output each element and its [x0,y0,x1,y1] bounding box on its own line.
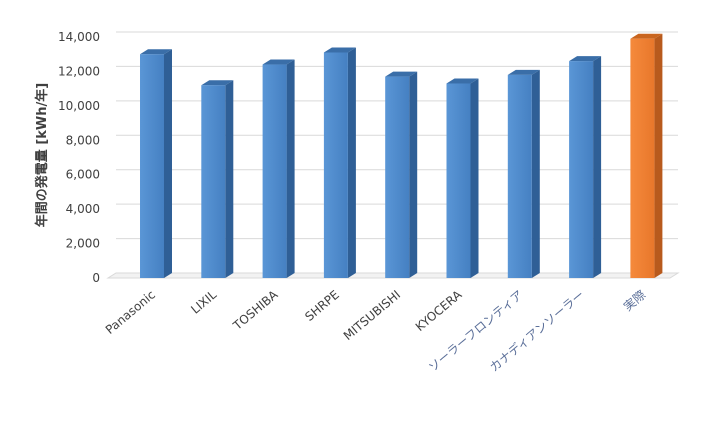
bar-top [262,59,295,65]
x-tick-label: TOSHIBA [230,287,281,333]
y-tick-label: 2,000 [66,237,100,251]
bar-top [507,69,540,75]
bar-side [593,56,602,278]
bar-top [140,49,172,55]
y-tick-label: 10,000 [58,99,100,113]
bar-top [446,78,479,84]
bar-side [531,69,540,278]
x-tick-label: LIXIL [188,287,219,316]
y-tick-label: 0 [92,271,100,285]
x-tick-label: MITSUBISHI [341,288,403,343]
bar-side [347,47,356,278]
x-tick-label: SHRPE [302,288,341,324]
bar-side [470,78,479,278]
bar-front [507,74,532,278]
bar-top [569,56,602,62]
bar-front [262,64,287,279]
y-tick-label: 8,000 [66,133,100,147]
bar-top [201,80,234,86]
bar [446,78,479,278]
x-tick-label: 実際 [620,287,648,314]
bar [201,80,234,278]
bar [323,47,356,278]
y-axis-ticks: 0 2,000 4,000 6,000 8,000 10,000 12,000 14,000 [58,30,100,285]
bar-top [630,33,663,39]
bar-top [323,47,356,53]
bar-side [409,71,418,278]
bar-front [446,83,471,278]
x-tick-label: KYOCERA [413,287,465,334]
x-axis-categories: Panasonic LIXIL TOSHIBA SHRPE MITSUBISHI KYOC… [103,287,648,375]
bar-side [286,59,295,278]
bar [140,49,172,278]
y-tick-label: 6,000 [66,168,100,182]
bar [630,33,663,278]
y-axis-label: 年間の発電量 [kWh/年] [34,83,50,227]
bar-front [323,52,348,278]
bar-side [654,33,663,278]
bar-front [569,61,594,278]
y-tick-label: 4,000 [66,202,100,216]
bar [262,59,295,279]
bar-front [630,38,655,278]
y-tick-label: 12,000 [58,64,100,78]
bar-front [140,54,164,278]
bar [569,56,602,278]
bar-top [385,71,418,77]
x-tick-label: Panasonic [103,288,158,337]
y-tick-label: 14,000 [58,30,100,44]
bar [385,71,418,278]
bars [140,33,663,279]
bar-side [164,49,172,278]
bar-side [225,80,234,278]
bar [507,69,540,278]
bar-front [201,85,226,278]
bar-front [385,76,410,278]
